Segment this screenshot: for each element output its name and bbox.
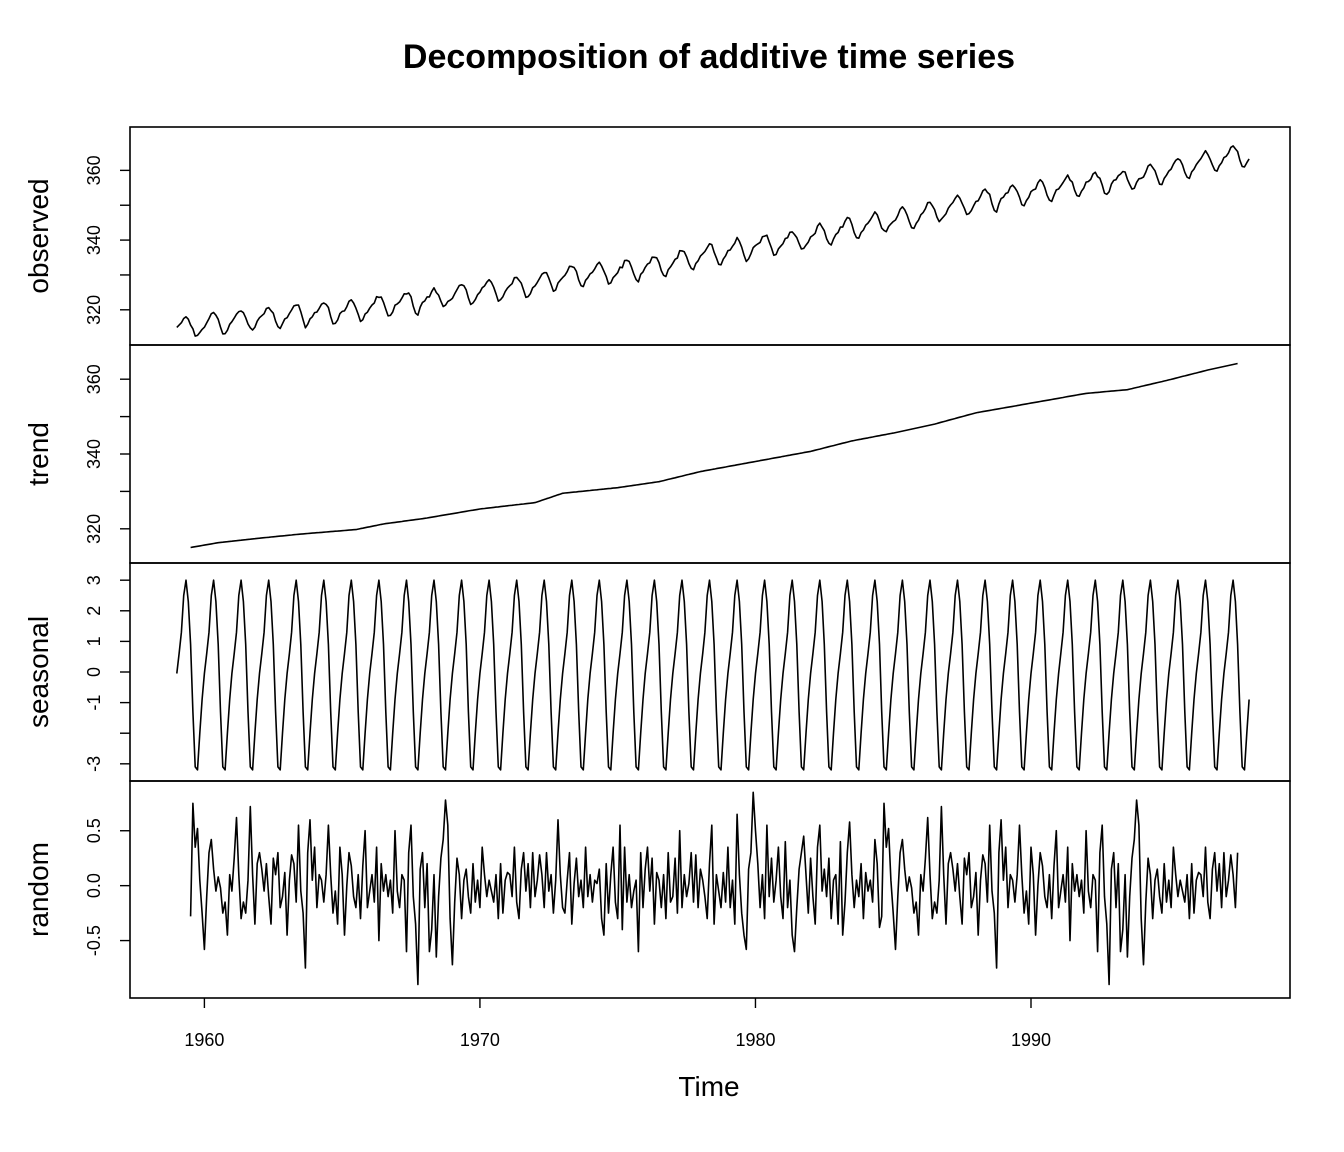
- y-tick-label: -3: [84, 756, 104, 772]
- x-tick-label: 1970: [460, 1030, 500, 1050]
- y-tick-label: 0: [84, 667, 104, 677]
- panel-label-seasonal: seasonal: [23, 616, 54, 728]
- y-tick-label: -0.5: [84, 925, 104, 956]
- y-tick-label: 320: [84, 295, 104, 325]
- panel-observed: 320 340 360 observed: [23, 126, 1291, 346]
- y-tick-label: 320: [84, 514, 104, 544]
- panel-seasonal: -3 -1 0 1 2 3 seasonal: [23, 562, 1291, 782]
- chart-title: Decomposition of additive time series: [403, 38, 1015, 76]
- panel-random: -0.5 0.0 0.5 random: [23, 780, 1291, 999]
- series-line-seasonal: [176, 579, 1250, 771]
- panels-group: 320 340 360 observed 320 340 360 trend -3 -1 0 1 2 3 s…: [23, 126, 1291, 999]
- series-line-observed: [176, 145, 1250, 337]
- series-line-random: [189, 791, 1239, 986]
- x-tick-label: 1990: [1011, 1030, 1051, 1050]
- y-tick-label: 340: [84, 225, 104, 255]
- y-tick-label: 2: [84, 606, 104, 616]
- panel-label-observed: observed: [23, 178, 54, 293]
- y-tick-label: 1: [84, 636, 104, 646]
- panel-trend: 320 340 360 trend: [23, 344, 1291, 564]
- panel-label-trend: trend: [23, 422, 54, 486]
- y-tick-label: 3: [84, 575, 104, 585]
- x-axis-label: Time: [678, 1071, 739, 1102]
- panel-label-random: random: [23, 842, 54, 937]
- x-tick-label: 1980: [735, 1030, 775, 1050]
- y-tick-label: 0.0: [84, 873, 104, 898]
- panel-frame-observed: [129, 126, 1291, 346]
- panel-frame-random: [129, 780, 1291, 999]
- y-tick-label: 360: [84, 155, 104, 185]
- x-axis: 1960 1970 1980 1990: [184, 998, 1051, 1050]
- y-tick-label: 0.5: [84, 818, 104, 843]
- y-tick-label: -1: [84, 695, 104, 711]
- series-line-trend: [190, 362, 1238, 549]
- x-tick-label: 1960: [184, 1030, 224, 1050]
- y-tick-label: 340: [84, 439, 104, 469]
- panel-frame-trend: [129, 344, 1291, 564]
- y-tick-label: 360: [84, 364, 104, 394]
